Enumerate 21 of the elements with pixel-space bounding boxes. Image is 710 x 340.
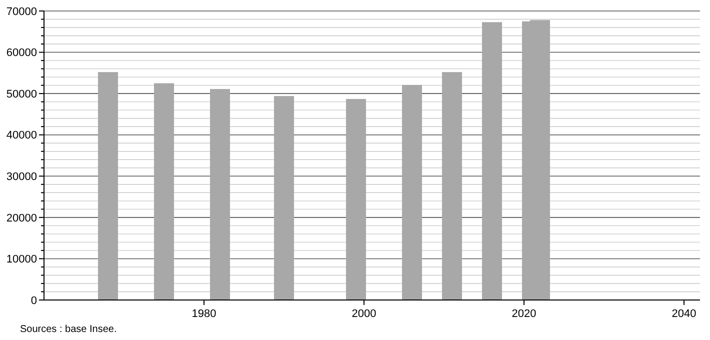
bar	[346, 98, 366, 300]
y-tick-label: 70000	[6, 6, 37, 18]
bar	[210, 89, 230, 300]
x-tick-label: 2020	[512, 308, 536, 320]
bar	[274, 96, 294, 300]
bar	[482, 22, 502, 300]
y-tick-label: 50000	[6, 88, 37, 100]
y-tick-label: 40000	[6, 130, 37, 142]
y-tick-label: 20000	[6, 212, 37, 224]
bar	[154, 83, 174, 300]
bar	[98, 72, 118, 300]
x-tick-label: 2040	[672, 308, 696, 320]
y-tick-label: 60000	[6, 47, 37, 60]
x-tick-label: 1980	[192, 308, 216, 320]
x-tick-label: 2000	[352, 308, 376, 320]
y-tick-label: 10000	[6, 254, 37, 266]
y-tick-label: 0	[30, 294, 37, 307]
bar	[402, 84, 422, 300]
bar	[442, 72, 462, 300]
source-note: Sources : base Insee.	[20, 324, 117, 335]
y-tick-label: 30000	[6, 170, 37, 183]
